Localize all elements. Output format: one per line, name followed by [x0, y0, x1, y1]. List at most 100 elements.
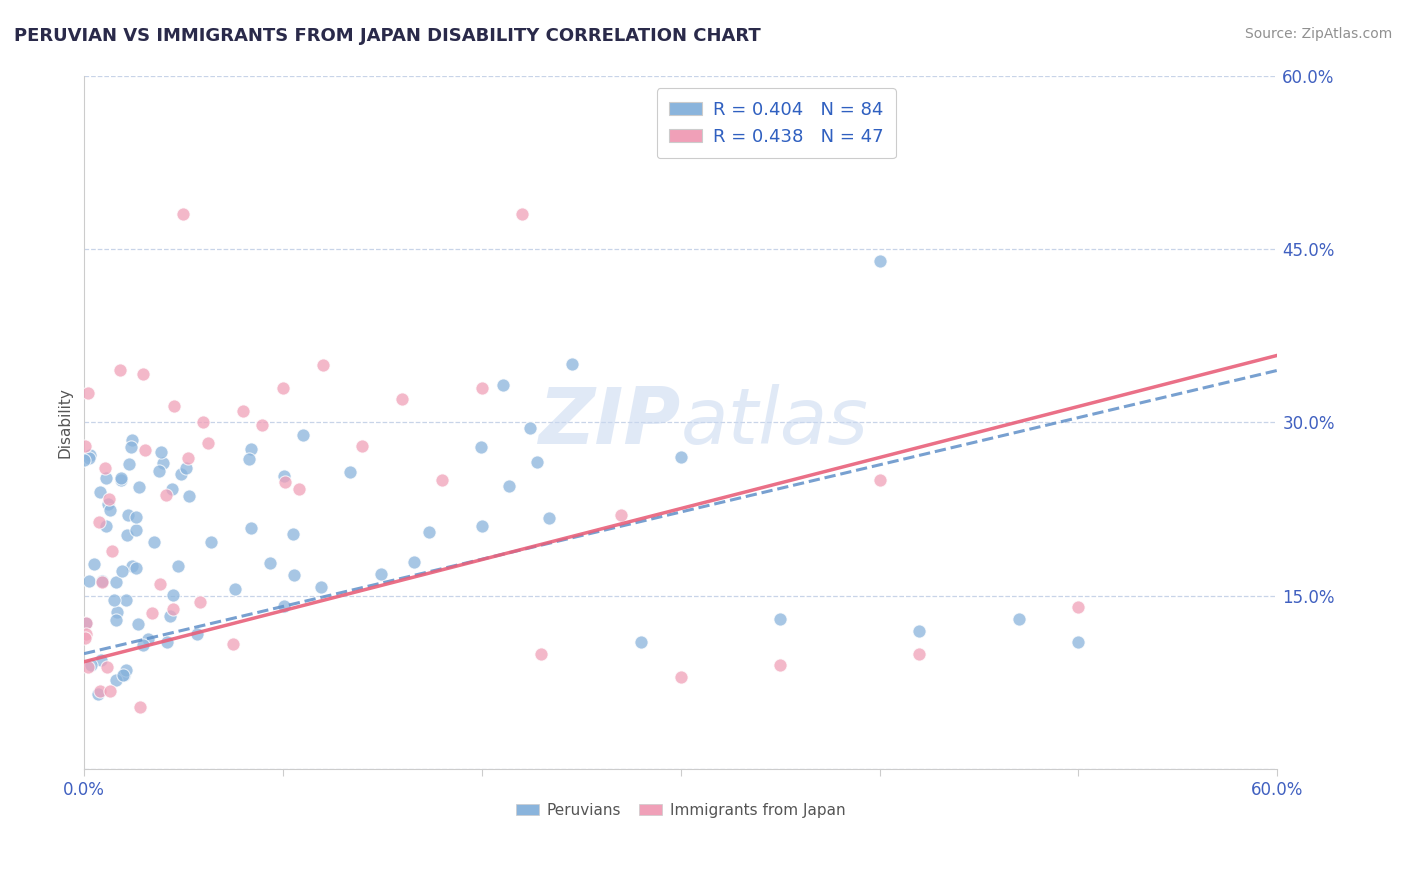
Point	[274, 475, 297, 489]
Point	[90, 653, 112, 667]
Point	[240, 521, 263, 535]
Point	[271, 381, 294, 395]
Point	[111, 667, 134, 681]
Point	[908, 624, 931, 638]
Point	[470, 440, 492, 454]
Point	[98, 503, 121, 517]
Point	[94, 460, 117, 475]
Point	[200, 535, 222, 549]
Point	[1008, 612, 1031, 626]
Point	[124, 560, 146, 574]
Point	[498, 479, 520, 493]
Text: ZIP: ZIP	[538, 384, 681, 460]
Point	[77, 574, 100, 588]
Point	[110, 473, 132, 487]
Point	[96, 518, 118, 533]
Point	[471, 381, 494, 395]
Point	[156, 635, 179, 649]
Point	[83, 557, 105, 571]
Point	[869, 253, 891, 268]
Point	[115, 663, 138, 677]
Point	[136, 632, 159, 647]
Point	[281, 526, 304, 541]
Point	[222, 637, 245, 651]
Point	[118, 457, 141, 471]
Point	[77, 660, 100, 674]
Point	[669, 670, 692, 684]
Point	[186, 626, 208, 640]
Point	[134, 442, 156, 457]
Point	[273, 599, 295, 613]
Point	[177, 450, 200, 465]
Point	[120, 441, 142, 455]
Y-axis label: Disability: Disability	[58, 387, 72, 458]
Point	[132, 638, 155, 652]
Point	[224, 582, 246, 596]
Point	[1067, 635, 1090, 649]
Point	[104, 613, 127, 627]
Point	[418, 524, 440, 539]
Point	[101, 543, 124, 558]
Point	[430, 473, 453, 487]
Point	[127, 617, 149, 632]
Point	[179, 489, 201, 503]
Point	[155, 488, 177, 502]
Point	[87, 515, 110, 529]
Point	[510, 207, 533, 221]
Point	[162, 588, 184, 602]
Point	[162, 482, 184, 496]
Point	[75, 616, 97, 631]
Point	[73, 631, 96, 645]
Point	[80, 658, 103, 673]
Point	[169, 467, 191, 481]
Text: Source: ZipAtlas.com: Source: ZipAtlas.com	[1244, 27, 1392, 41]
Point	[174, 460, 197, 475]
Point	[162, 601, 184, 615]
Point	[149, 577, 172, 591]
Point	[391, 392, 413, 407]
Point	[121, 558, 143, 573]
Point	[193, 416, 215, 430]
Point	[129, 699, 152, 714]
Point	[124, 524, 146, 538]
Point	[530, 647, 553, 661]
Point	[97, 497, 120, 511]
Point	[402, 555, 425, 569]
Point	[769, 612, 792, 626]
Point	[311, 358, 333, 372]
Point	[89, 484, 111, 499]
Point	[908, 647, 931, 661]
Point	[172, 207, 194, 221]
Point	[519, 420, 541, 434]
Point	[492, 377, 515, 392]
Point	[112, 667, 135, 681]
Point	[188, 595, 211, 609]
Point	[90, 574, 112, 589]
Point	[98, 491, 121, 506]
Point	[75, 615, 97, 630]
Point	[89, 684, 111, 698]
Point	[152, 456, 174, 470]
Point	[163, 399, 186, 413]
Point	[79, 448, 101, 462]
Point	[769, 658, 792, 673]
Legend: Peruvians, Immigrants from Japan: Peruvians, Immigrants from Japan	[510, 797, 852, 824]
Point	[132, 367, 155, 381]
Point	[111, 564, 134, 578]
Point	[110, 471, 132, 485]
Point	[125, 510, 148, 524]
Point	[869, 473, 891, 487]
Point	[311, 581, 333, 595]
Point	[471, 519, 494, 533]
Point	[77, 450, 100, 465]
Point	[143, 534, 166, 549]
Text: atlas: atlas	[681, 384, 869, 460]
Point	[232, 404, 254, 418]
Point	[239, 442, 262, 456]
Point	[103, 593, 125, 607]
Point	[292, 428, 315, 442]
Point	[526, 455, 548, 469]
Point	[96, 660, 118, 674]
Point	[159, 609, 181, 624]
Point	[283, 567, 305, 582]
